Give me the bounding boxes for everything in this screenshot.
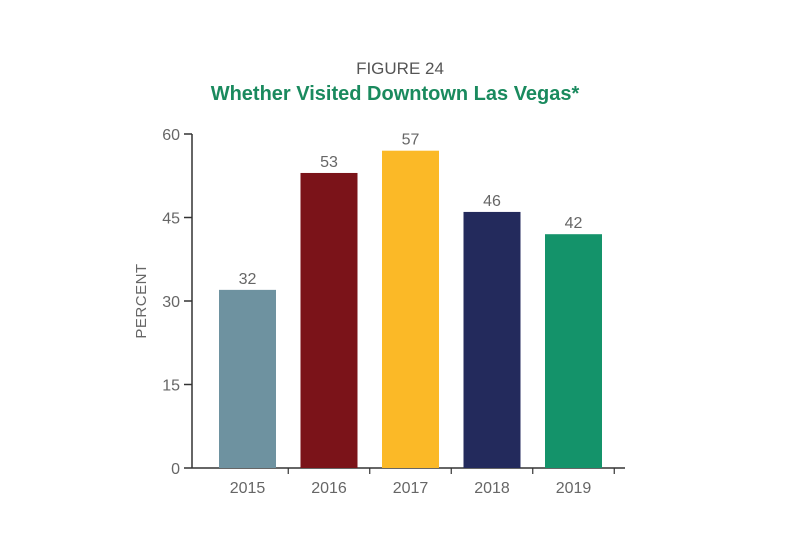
x-tick-label: 2019 xyxy=(556,480,592,497)
y-tick-label: 60 xyxy=(162,127,180,144)
chart-title: Whether Visited Downtown Las Vegas* xyxy=(211,83,580,105)
data-label: 57 xyxy=(402,132,420,149)
y-tick-label: 45 xyxy=(162,211,180,228)
data-label: 42 xyxy=(565,215,583,232)
bar-2017 xyxy=(382,150,439,468)
x-tick-label: 2015 xyxy=(230,480,266,497)
y-tick-label: 30 xyxy=(162,294,180,311)
bar-2019 xyxy=(545,234,602,468)
bar-2016 xyxy=(300,172,358,468)
x-tick-label: 2016 xyxy=(311,480,347,497)
x-tick-label: 2017 xyxy=(393,480,429,497)
y-tick-label: 0 xyxy=(171,461,180,478)
bar-2015 xyxy=(219,289,276,468)
bar-2018 xyxy=(463,211,521,468)
data-label: 32 xyxy=(239,271,257,288)
data-label: 53 xyxy=(320,154,338,171)
data-label: 46 xyxy=(483,193,501,210)
x-tick-label: 2018 xyxy=(474,480,510,497)
y-axis-label: PERCENT xyxy=(133,263,150,338)
y-tick-label: 15 xyxy=(162,378,180,395)
figure-label: FIGURE 24 xyxy=(356,59,444,78)
